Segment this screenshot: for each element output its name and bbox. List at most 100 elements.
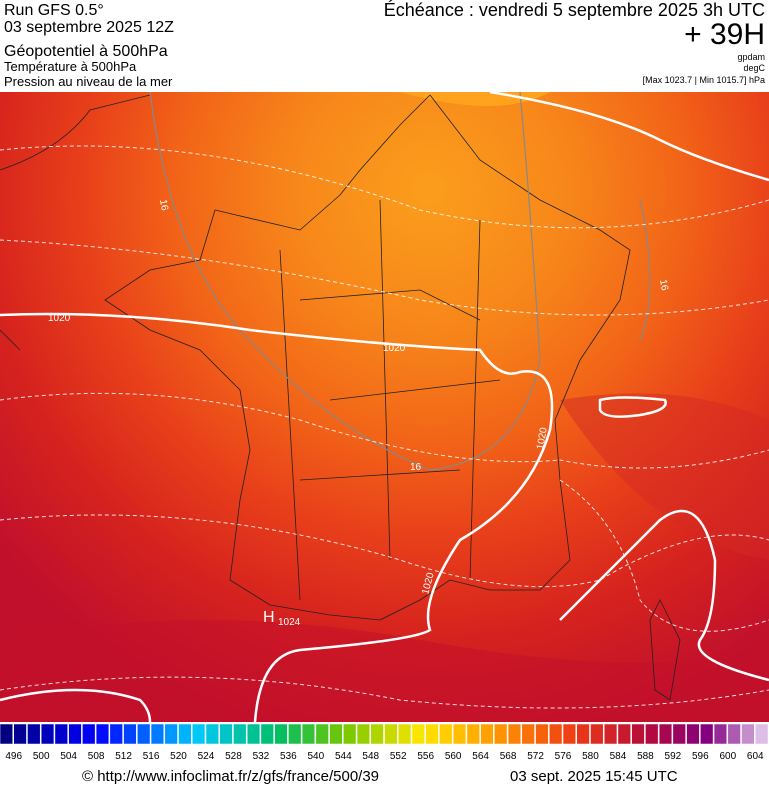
colorbar-tick-label: 528 [225,751,242,762]
unit-label: gpdam [737,52,765,62]
colorbar-cell [741,723,755,745]
colorbar-cell [755,723,769,745]
colorbar-cell [494,723,508,745]
colorbar-cell [480,723,494,745]
header-line: Pression au niveau de la mer [4,74,173,89]
colorbar-tick-label: 516 [143,751,160,762]
colorbar-cell [727,723,741,745]
footer-date: 03 sept. 2025 15:45 UTC [510,768,678,785]
header: Run GFS 0.5°03 septembre 2025 12Z Géopote… [4,0,766,89]
colorbar-cell [370,723,384,745]
header-line: Géopotentiel à 500hPa [4,43,168,60]
colorbar-tick-label: 564 [472,751,489,762]
colorbar-cell [452,723,467,745]
colorbar-cell [439,723,453,745]
lead-time: + 39H [684,18,765,51]
colorbar-cell [466,723,480,745]
colorbar-cell [603,723,618,745]
colorbar-tick-label: 556 [417,751,434,762]
colorbar-cell [205,723,219,745]
footer-url: © http://www.infoclimat.fr/z/gfs/france/… [82,768,379,785]
colorbar-tick-label: 532 [253,751,270,762]
geopotential-contours [0,145,769,709]
colorbar-cell [384,723,398,745]
colorbar-cell [178,723,192,745]
colorbar-cell [549,723,563,745]
colorbar-cell [315,723,329,745]
colorbar-cell [343,723,357,745]
colorbar-cell [0,723,13,745]
colorbar-cell [686,723,700,745]
colorbar-tick-label: 572 [527,751,544,762]
contour-label: 16 [410,462,422,473]
colorbar-tick-label: 496 [5,751,22,762]
colorbar-cell [631,723,645,745]
unit-label: degC [743,63,765,73]
colorbar-cell [397,723,412,745]
colorbar-tick-label: 524 [198,751,215,762]
colorbar-tick-label: 512 [115,751,132,762]
colorbar-tick-label: 576 [555,751,572,762]
contour-label: 1020 [535,426,550,450]
contour-label: 16 [657,279,670,292]
colorbar-cell [645,723,659,745]
colorbar-cell [411,723,425,745]
colorbar-cell [507,723,522,745]
colorbar-cell [658,723,673,745]
colorbar-tick-label: 544 [335,751,352,762]
colorbar-tick-label: 560 [445,751,462,762]
colorbar-tick-label: 536 [280,751,297,762]
isobars-1020 [0,92,769,722]
colorbar-tick-label: 588 [637,751,654,762]
colorbar-tick-label: 600 [719,751,736,762]
colorbar-cell [164,723,178,745]
colorbar-cell [590,723,604,745]
colorbar-tick-label: 580 [582,751,599,762]
colorbar-cell [535,723,549,745]
colorbar-cell [521,723,535,745]
colorbar-cell [40,723,55,745]
isotherm-16 [149,92,651,471]
colorbar-cell [617,723,631,745]
colorbar-cell [68,723,82,745]
colorbar-cell [123,723,137,745]
colorbar-cell [192,723,206,745]
colorbar-cell [576,723,590,745]
colorbar-tick-label: 596 [692,751,709,762]
colorbar-tick-label: 584 [610,751,627,762]
colorbar-cell [27,723,41,745]
pressure-range: [Max 1023.7 | Min 1015.7] hPa [643,75,765,85]
forecast-title: Échéance : vendredi 5 septembre 2025 3h … [384,0,765,20]
colorbar-tick-label: 592 [665,751,682,762]
colorbar-cell [329,723,343,745]
colorbar-cell [274,723,288,745]
colorbar-cell [672,723,686,745]
colorbar-tick-label: 508 [88,751,105,762]
coastlines [0,94,681,701]
colorbar-cell [425,723,439,745]
colorbar-cell [219,723,233,745]
colorbar-cell [54,723,68,745]
contour-label: 1024 [278,617,301,628]
colorbar-cell [713,723,728,745]
colorbar-cell [233,723,247,745]
contour-label: 16 [157,199,170,212]
colorbar-tick-label: 504 [60,751,77,762]
contour-label: 1020 [383,343,406,354]
colorbar-tick-label: 500 [33,751,50,762]
colorbar-tick-label: 520 [170,751,187,762]
header-line: 03 septembre 2025 12Z [4,19,174,36]
colorbar-cell [562,723,577,745]
colorbar-cell [109,723,123,745]
colorbar-tick-label: 552 [390,751,407,762]
header-line: Run GFS 0.5° [4,2,104,19]
colorbar-tick-label: 604 [747,751,764,762]
colorbar-cell [246,723,261,745]
colorbar-cell [301,723,316,745]
colorbar-cell [700,723,714,745]
colorbar-tick-label: 568 [500,751,517,762]
